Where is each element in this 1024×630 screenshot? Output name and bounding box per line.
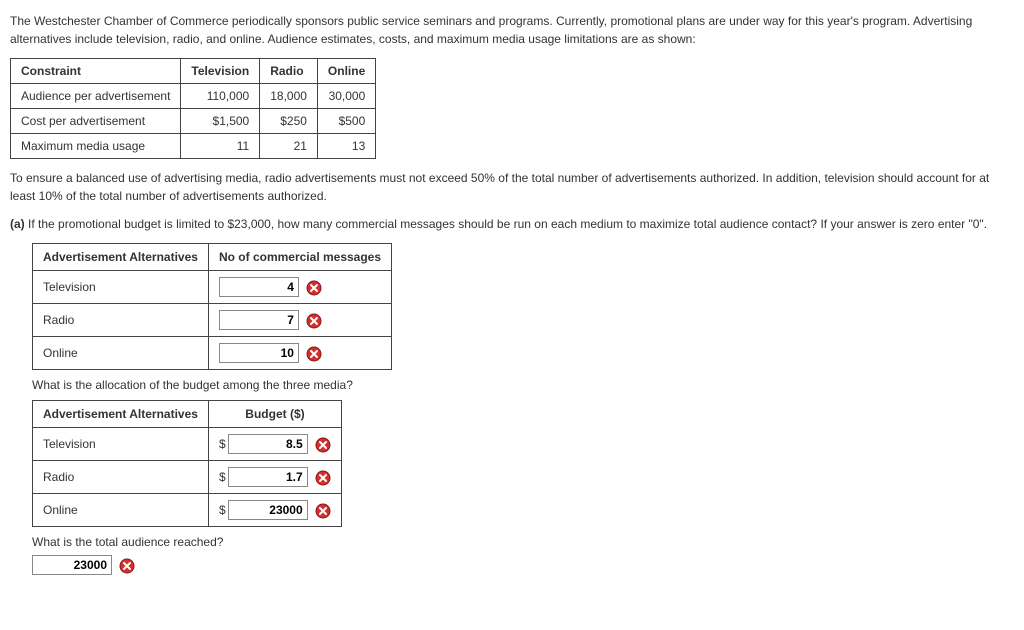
constraint-header-online: Online (317, 59, 375, 84)
constraint-value: 30,000 (317, 84, 375, 109)
table-row: Television $ (33, 428, 342, 461)
constraint-header-radio: Radio (260, 59, 318, 84)
online-budget-input[interactable] (228, 500, 308, 520)
row-label: Online (33, 337, 209, 370)
constraint-label: Cost per advertisement (11, 109, 181, 134)
constraint-header-tv: Television (181, 59, 260, 84)
wrong-icon (315, 437, 331, 453)
wrong-icon (119, 558, 135, 574)
question-text: If the promotional budget is limited to … (28, 217, 987, 231)
constraint-header-constraint: Constraint (11, 59, 181, 84)
constraint-value: 13 (317, 134, 375, 159)
wrong-icon (306, 313, 322, 329)
row-label: Radio (33, 461, 209, 494)
radio-messages-input[interactable] (219, 310, 299, 330)
constraint-value: $250 (260, 109, 318, 134)
question-2: What is the allocation of the budget amo… (32, 376, 1014, 394)
row-label: Radio (33, 304, 209, 337)
total-audience-input[interactable] (32, 555, 112, 575)
table-row: Online (33, 337, 392, 370)
constraint-label: Audience per advertisement (11, 84, 181, 109)
constraint-table: Constraint Television Radio Online Audie… (10, 58, 376, 159)
question-a: (a) If the promotional budget is limited… (10, 215, 1014, 233)
question-label: (a) (10, 217, 25, 231)
tv-budget-input[interactable] (228, 434, 308, 454)
wrong-icon (306, 280, 322, 296)
budget-header-alt: Advertisement Alternatives (33, 401, 209, 428)
constraint-value: 11 (181, 134, 260, 159)
table-row: Radio $ (33, 461, 342, 494)
messages-table: Advertisement Alternatives No of commerc… (32, 243, 392, 370)
intro-paragraph: The Westchester Chamber of Commerce peri… (10, 12, 1014, 48)
row-label: Television (33, 271, 209, 304)
radio-budget-input[interactable] (228, 467, 308, 487)
row-label: Television (33, 428, 209, 461)
wrong-icon (306, 346, 322, 362)
dollar-sign: $ (219, 503, 226, 517)
online-messages-input[interactable] (219, 343, 299, 363)
constraint-value: $500 (317, 109, 375, 134)
budget-header-amount: Budget ($) (208, 401, 341, 428)
tv-messages-input[interactable] (219, 277, 299, 297)
constraint-value: 21 (260, 134, 318, 159)
table-row: Radio (33, 304, 392, 337)
dollar-sign: $ (219, 470, 226, 484)
wrong-icon (315, 470, 331, 486)
row-label: Online (33, 494, 209, 527)
wrong-icon (315, 503, 331, 519)
table-row: Online $ (33, 494, 342, 527)
table-row: Maximum media usage 11 21 13 (11, 134, 376, 159)
intro-paragraph-2: To ensure a balanced use of advertising … (10, 169, 1014, 205)
dollar-sign: $ (219, 437, 226, 451)
constraint-value: $1,500 (181, 109, 260, 134)
table-row: Television (33, 271, 392, 304)
constraint-value: 110,000 (181, 84, 260, 109)
constraint-label: Maximum media usage (11, 134, 181, 159)
question-3: What is the total audience reached? (32, 533, 1014, 551)
budget-table: Advertisement Alternatives Budget ($) Te… (32, 400, 342, 527)
table-row: Cost per advertisement $1,500 $250 $500 (11, 109, 376, 134)
messages-header-alt: Advertisement Alternatives (33, 244, 209, 271)
table-row: Audience per advertisement 110,000 18,00… (11, 84, 376, 109)
constraint-value: 18,000 (260, 84, 318, 109)
messages-header-count: No of commercial messages (208, 244, 391, 271)
